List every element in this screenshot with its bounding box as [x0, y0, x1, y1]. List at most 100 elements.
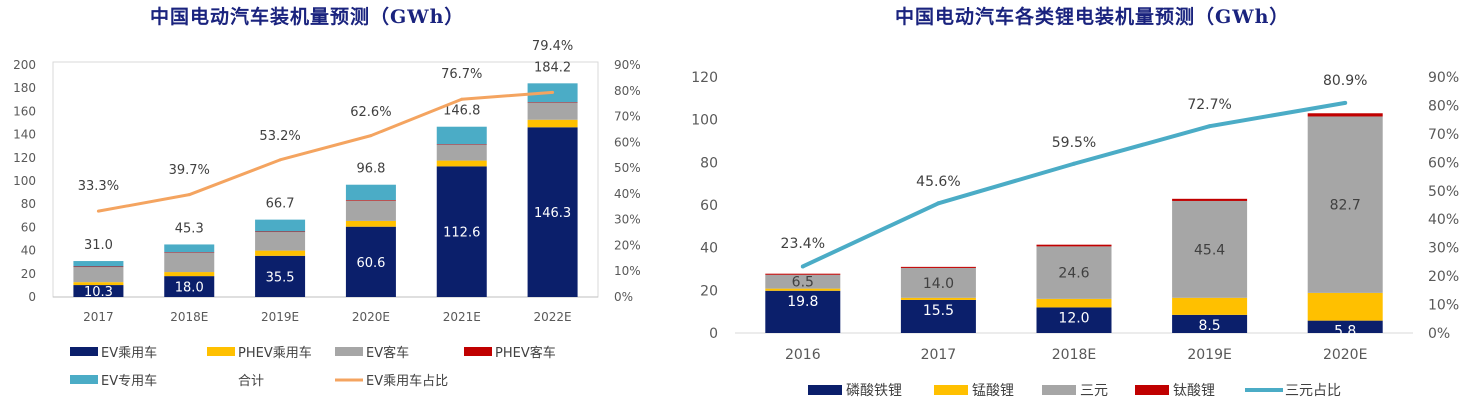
legend-swatch — [808, 385, 842, 395]
y2-tick-label: 30% — [1428, 241, 1459, 257]
y-tick-label: 60 — [700, 198, 718, 214]
y2-tick-label: 10% — [1428, 298, 1459, 314]
bar-segment-series-1 — [436, 160, 487, 167]
legend-item: 锰酸锂 — [934, 383, 1014, 399]
bar-value-label: 112.6 — [443, 226, 480, 241]
share-label: 79.4% — [532, 39, 573, 54]
legend-swatch — [1135, 385, 1169, 395]
bar-segment-series-3 — [164, 252, 215, 253]
y-tick-label: 20 — [700, 283, 718, 299]
bar-segment-series-0 — [73, 285, 124, 297]
legend-label: 磷酸铁锂 — [846, 383, 902, 399]
legend-item: 合计 — [238, 374, 264, 389]
ncm-share-label: 45.6% — [916, 174, 960, 190]
bar-segment-series-3 — [765, 273, 841, 275]
ncm-share-point — [1072, 161, 1076, 166]
y-tick-label: 40 — [21, 244, 36, 258]
legend-swatch — [207, 347, 235, 356]
y-tick-label: 100 — [13, 174, 36, 188]
legend-item: PHEV客车 — [464, 345, 556, 361]
share-point — [460, 97, 464, 101]
legend-swatch — [1042, 385, 1076, 395]
bar-segment-series-2 — [1307, 116, 1383, 293]
y2-tick-label: 60% — [1428, 155, 1459, 171]
ncm-value-label: 45.4 — [1194, 242, 1225, 258]
legend-item: 钛酸锂 — [1135, 383, 1215, 399]
legend-swatch — [335, 347, 363, 356]
bar-segment-series-0 — [527, 127, 578, 298]
bar-segment-series-4 — [255, 219, 306, 232]
total-value-label: 31.0 — [84, 238, 113, 253]
y2-tick-label: 80% — [614, 84, 641, 98]
x-tick-label: 2020E — [1323, 347, 1367, 363]
y-tick-label: 0 — [28, 290, 36, 304]
bar-segment-series-0 — [436, 166, 487, 297]
legend-label: 锰酸锂 — [972, 383, 1014, 399]
bar-segment-series-1 — [900, 297, 976, 300]
legend-label: 三元 — [1080, 383, 1108, 399]
bar-segment-series-1 — [345, 220, 396, 227]
bar-value-label: 60.6 — [356, 256, 385, 271]
bar-segment-series-0 — [765, 290, 841, 333]
bar-segment-series-0 — [255, 255, 306, 297]
bar-segment-series-3 — [1307, 113, 1383, 117]
bar-segment-series-3 — [527, 102, 578, 103]
bar-segment-series-2 — [164, 252, 215, 273]
legend-swatch — [70, 375, 98, 384]
bar-value-label: 146.3 — [534, 206, 571, 221]
legend-label: EV客车 — [366, 345, 409, 361]
x-tick-label: 2018E — [170, 310, 208, 324]
share-label: 76.7% — [441, 67, 482, 82]
y-tick-label: 80 — [21, 197, 36, 211]
y2-tick-label: 20% — [1428, 269, 1459, 285]
bar-segment-series-1 — [765, 288, 841, 291]
ncm-share-point — [1207, 124, 1212, 129]
total-value-label: 96.8 — [356, 162, 385, 177]
bar-segment-series-4 — [345, 184, 396, 201]
legend-item: EV乘用车 — [70, 345, 157, 361]
bar-segment-series-2 — [1172, 200, 1248, 298]
bar-segment-series-2 — [1036, 246, 1112, 299]
bar-segment-series-2 — [436, 144, 487, 161]
lfp-value-label: 8.5 — [1198, 318, 1220, 334]
lfp-value-label: 19.8 — [787, 294, 818, 310]
x-tick-label: 2017 — [921, 347, 957, 363]
x-tick-label: 2017 — [83, 310, 114, 324]
legend-label: EV乘用车占比 — [366, 373, 448, 389]
ncm-share-label: 80.9% — [1323, 73, 1367, 89]
ncm-share-point — [800, 264, 805, 269]
x-tick-label: 2018E — [1052, 347, 1096, 363]
y-tick-label: 140 — [13, 128, 36, 142]
bar-segment-series-1 — [164, 272, 215, 277]
bar-value-label: 10.3 — [84, 285, 113, 300]
y2-tick-label: 70% — [1428, 127, 1459, 143]
x-tick-label: 2019E — [1187, 347, 1231, 363]
y2-tick-label: 20% — [614, 238, 641, 252]
bar-segment-series-1 — [1036, 298, 1112, 308]
bar-segment-series-3 — [345, 200, 396, 201]
y2-tick-label: 0% — [614, 290, 633, 304]
legend-swatch — [464, 347, 492, 356]
legend-label: 钛酸锂 — [1173, 383, 1215, 399]
ncm-value-label: 24.6 — [1058, 266, 1089, 282]
y2-tick-label: 30% — [614, 213, 641, 227]
bar-segment-series-3 — [1172, 198, 1248, 201]
share-label: 39.7% — [169, 163, 210, 178]
legend-label: PHEV乘用车 — [238, 345, 312, 361]
bar-segment-series-3 — [255, 231, 306, 233]
bar-segment-series-0 — [1036, 307, 1112, 333]
share-label: 62.6% — [350, 105, 391, 120]
y-tick-label: 200 — [13, 58, 36, 72]
ncm-share-label: 72.7% — [1187, 97, 1231, 113]
legend-label: 三元占比 — [1285, 383, 1341, 399]
y2-tick-label: 60% — [614, 135, 641, 149]
y-tick-label: 40 — [700, 241, 718, 257]
bar-segment-series-2 — [73, 267, 124, 283]
bar-segment-series-4 — [164, 244, 215, 253]
y2-tick-label: 0% — [1428, 326, 1450, 342]
legend-label: EV专用车 — [101, 373, 157, 389]
legend-label: EV乘用车 — [101, 345, 157, 361]
bar-segment-series-4 — [436, 126, 487, 145]
ncm-share-point — [936, 201, 941, 206]
y-tick-label: 0 — [709, 326, 718, 342]
